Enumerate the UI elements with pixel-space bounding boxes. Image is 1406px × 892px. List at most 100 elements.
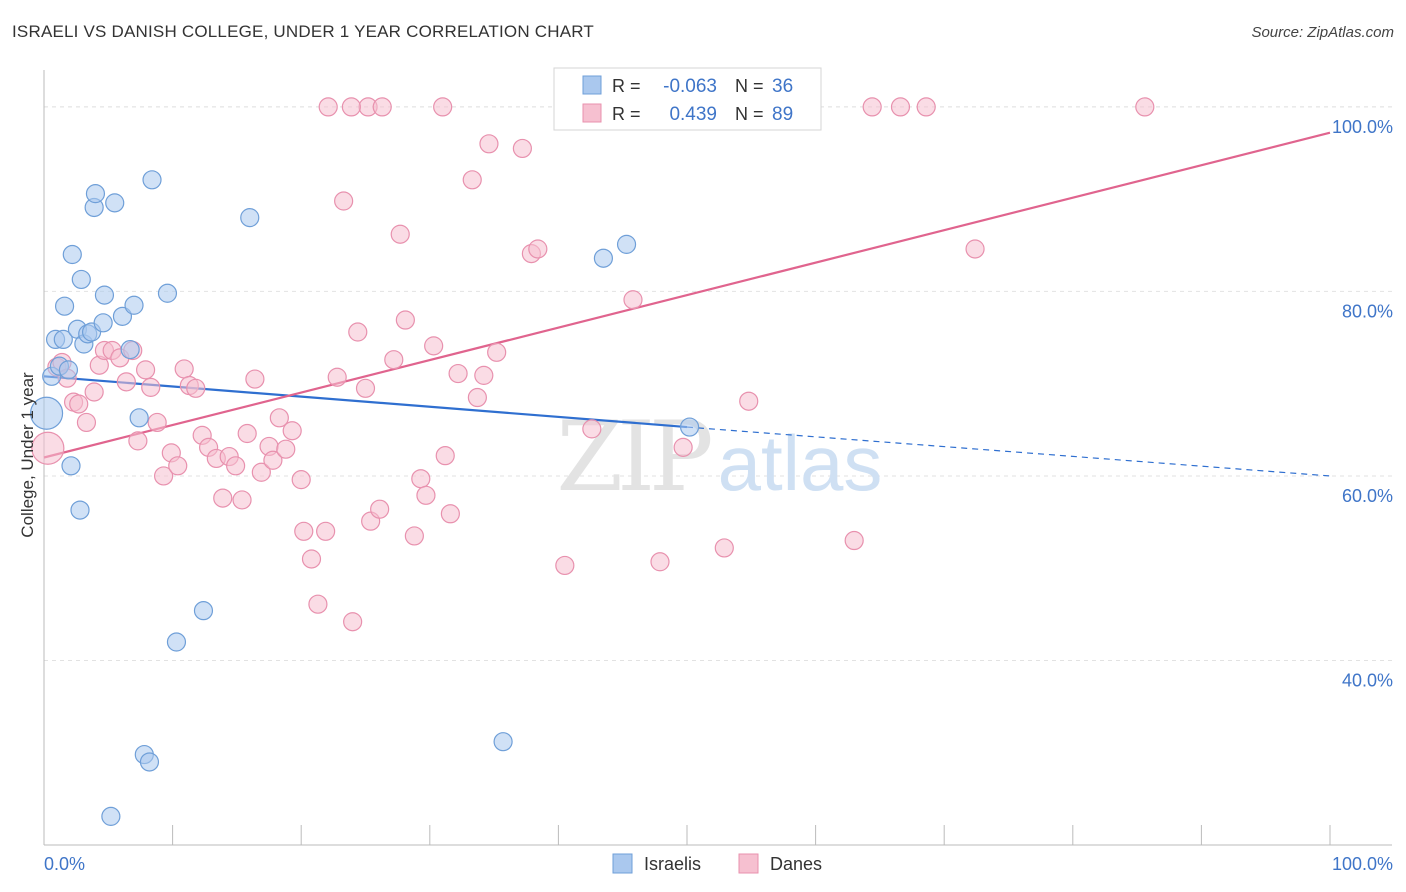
- point-israelis-31: [240, 208, 260, 228]
- legend-bottom-label-danes: Danes: [770, 854, 822, 874]
- point-danes-86: [341, 97, 361, 117]
- point-danes-66: [512, 138, 532, 159]
- legend-r-value-israelis: -0.063: [663, 76, 717, 97]
- y-tick-label-60: 60.0%: [1342, 486, 1393, 506]
- trend-line-danes: [43, 131, 1331, 459]
- point-israelis-19: [101, 806, 121, 826]
- point-danes-55: [411, 469, 431, 489]
- point-danes-45: [334, 191, 354, 211]
- point-danes-65: [487, 342, 507, 362]
- point-danes-30: [232, 490, 252, 510]
- point-danes-15: [135, 360, 156, 380]
- point-danes-87: [433, 97, 453, 117]
- point-danes-23: [186, 378, 206, 398]
- point-danes-62: [467, 387, 487, 408]
- y-axis-label: College, Under 1 year: [18, 372, 37, 538]
- point-danes-54: [404, 526, 424, 546]
- point-danes-63: [474, 365, 494, 385]
- point-israelis-24: [129, 408, 149, 428]
- point-israelis-6: [58, 360, 79, 380]
- point-danes-46: [343, 612, 363, 632]
- point-israelis-33: [593, 248, 614, 268]
- point-israelis-16: [85, 184, 106, 204]
- point-israelis-7: [61, 456, 81, 476]
- point-israelis-8: [62, 244, 82, 265]
- point-israelis-32: [493, 732, 513, 752]
- y-tick-label-100: 100.0%: [1332, 117, 1393, 137]
- point-danes-0: [31, 431, 65, 465]
- point-danes-29: [226, 456, 246, 476]
- legend-n-value-danes: 89: [772, 104, 793, 125]
- point-danes-17: [147, 412, 167, 433]
- point-danes-7: [84, 382, 104, 402]
- point-danes-56: [416, 485, 436, 505]
- point-danes-81: [965, 239, 985, 259]
- point-danes-78: [862, 97, 882, 117]
- point-danes-39: [291, 470, 311, 490]
- point-danes-68: [528, 239, 548, 259]
- legend-series: Israelis Danes: [612, 853, 822, 874]
- point-danes-59: [440, 504, 460, 524]
- point-israelis-29: [166, 632, 187, 652]
- point-danes-18: [153, 466, 174, 486]
- point-danes-71: [623, 290, 643, 310]
- point-danes-74: [673, 437, 693, 457]
- point-danes-6: [76, 412, 97, 433]
- legend-swatch-danes: [582, 103, 602, 123]
- point-israelis-10: [70, 500, 90, 520]
- point-israelis-23: [124, 295, 144, 315]
- point-danes-64: [479, 134, 499, 154]
- point-danes-70: [582, 419, 602, 439]
- point-danes-37: [276, 439, 296, 459]
- point-danes-35: [263, 450, 283, 470]
- point-danes-16: [141, 377, 161, 397]
- legend-n-value-israelis: 36: [772, 76, 793, 97]
- point-danes-77: [844, 530, 864, 551]
- point-danes-52: [390, 224, 410, 244]
- legend-bottom-label-israelis: Israelis: [644, 854, 701, 874]
- legend-r-label-danes: R =: [612, 104, 641, 124]
- point-israelis-11: [71, 269, 91, 290]
- legend-n-label-danes: N =: [735, 104, 764, 124]
- x-tick-label-start: 0.0%: [44, 854, 85, 874]
- point-danes-12: [116, 372, 136, 392]
- point-israelis-34: [616, 234, 637, 254]
- y-tick-label-80: 80.0%: [1342, 301, 1393, 321]
- legend-r-label-israelis: R =: [612, 76, 641, 96]
- point-danes-85: [318, 97, 338, 117]
- watermark-atlas: atlas: [718, 419, 883, 507]
- point-danes-33: [251, 462, 271, 482]
- point-danes-32: [245, 369, 265, 389]
- point-danes-20: [168, 456, 188, 476]
- point-danes-60: [448, 363, 468, 384]
- point-danes-31: [237, 423, 257, 444]
- point-israelis-35: [679, 417, 700, 437]
- point-israelis-17: [93, 313, 113, 333]
- point-danes-50: [370, 499, 390, 519]
- point-danes-51: [384, 350, 404, 370]
- point-danes-80: [916, 97, 936, 117]
- legend-r-value-danes: 0.439: [669, 104, 717, 125]
- point-israelis-22: [120, 339, 140, 360]
- point-danes-61: [462, 170, 482, 190]
- point-israelis-18: [94, 285, 115, 305]
- point-israelis-26: [139, 752, 160, 772]
- legend-swatch-israelis: [582, 75, 602, 95]
- source-label: Source: ZipAtlas.com: [1251, 24, 1394, 41]
- point-danes-73: [650, 552, 670, 572]
- legend-bottom-swatch-israelis: [612, 853, 633, 874]
- point-danes-5: [69, 394, 89, 414]
- trend-line-israelis-extension: [686, 426, 1331, 477]
- point-israelis-20: [105, 193, 125, 213]
- legend-n-label-israelis: N =: [735, 76, 764, 96]
- point-danes-27: [213, 488, 233, 508]
- point-danes-53: [395, 310, 415, 330]
- point-danes-57: [424, 336, 444, 356]
- point-danes-42: [308, 594, 328, 614]
- y-tick-label-40: 40.0%: [1342, 670, 1393, 690]
- point-danes-41: [301, 549, 322, 569]
- point-danes-40: [294, 521, 314, 541]
- point-israelis-21: [112, 306, 133, 326]
- point-danes-48: [355, 378, 376, 398]
